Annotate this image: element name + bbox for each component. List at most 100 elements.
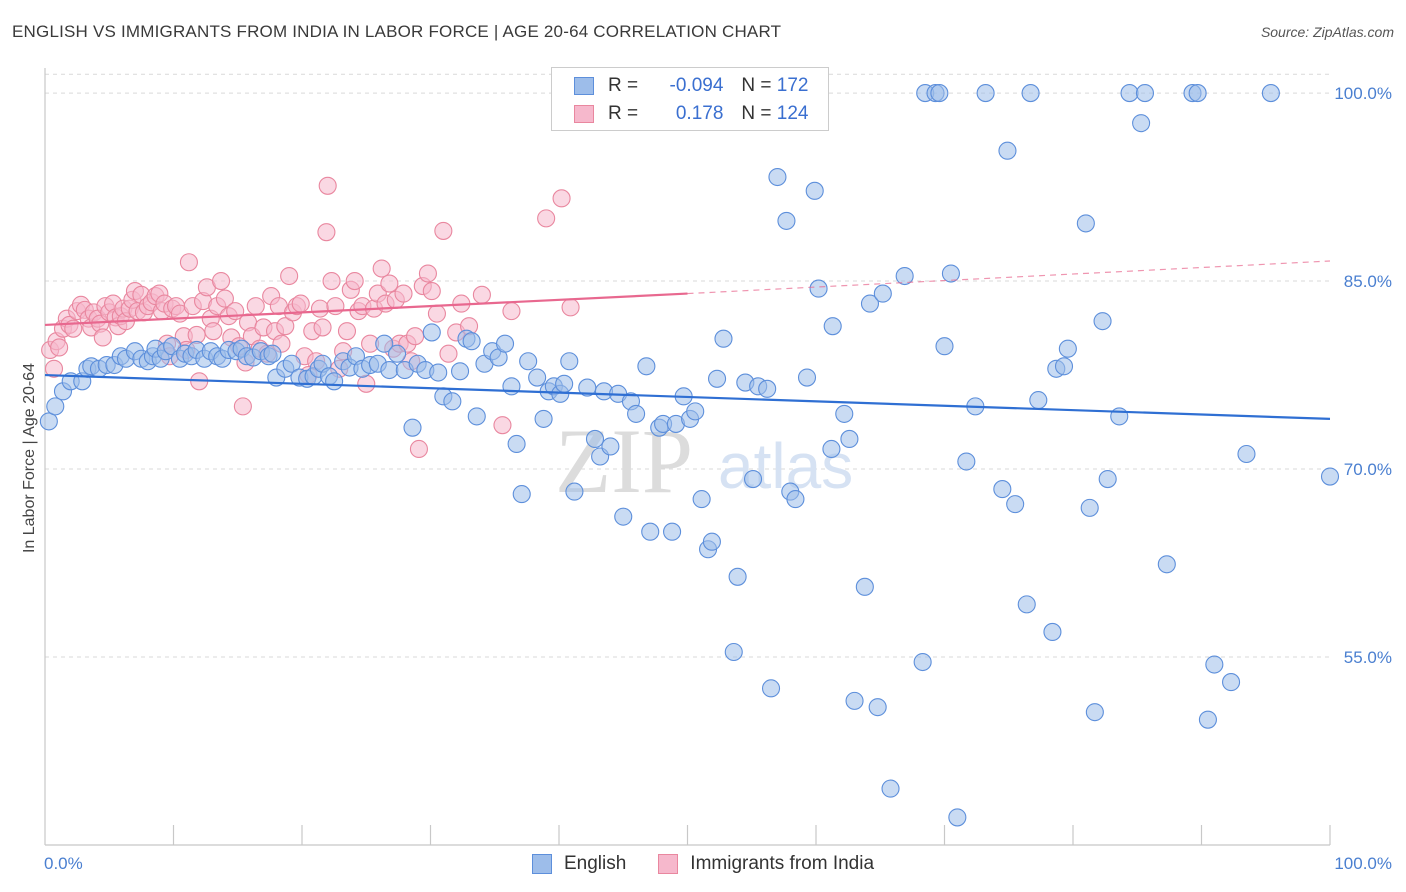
legend-label: Immigrants from India: [690, 853, 875, 874]
english-point: [835, 404, 854, 423]
india-point: [233, 397, 252, 416]
english-point: [805, 181, 824, 200]
english-point: [1222, 673, 1241, 692]
india-point: [322, 271, 341, 291]
english-point: [758, 379, 777, 398]
series-legend: English Immigrants from India: [0, 853, 1406, 875]
english-point: [565, 482, 584, 501]
english-point: [601, 437, 620, 456]
english-point: [708, 369, 727, 388]
english-point: [263, 344, 282, 363]
english-point: [1120, 84, 1139, 103]
chart-title: ENGLISH VS IMMIGRANTS FROM INDIA IN LABO…: [12, 22, 782, 41]
english-point: [895, 266, 914, 286]
r-value: 0.178: [675, 103, 724, 124]
english-point: [809, 279, 828, 298]
stats-legend: R = -0.094 N = 172 R = 0.178 N = 124: [551, 67, 829, 131]
india-point: [502, 302, 521, 321]
legend-item-india[interactable]: Immigrants from India: [658, 853, 874, 875]
english-point: [860, 294, 880, 313]
english-swatch: [531, 854, 552, 874]
india-point: [44, 359, 64, 378]
india-points: [41, 176, 580, 459]
english-point: [534, 409, 553, 428]
india-point: [434, 221, 453, 240]
english-point: [495, 334, 515, 353]
x-tick-label: 0.0%: [44, 854, 83, 873]
india-point: [50, 338, 69, 357]
x-tick-label: 100.0%: [1334, 854, 1392, 873]
india-point: [337, 322, 357, 341]
india-point: [345, 271, 364, 291]
english-point: [941, 264, 960, 283]
english-point: [1093, 312, 1112, 331]
english-point: [1085, 703, 1104, 722]
english-point: [1205, 655, 1224, 674]
english-point: [451, 362, 470, 381]
english-point: [39, 412, 58, 431]
india-point: [406, 327, 425, 346]
english-point: [797, 368, 817, 387]
english-point: [1058, 339, 1077, 358]
india-point: [409, 439, 428, 459]
english-point: [702, 532, 721, 551]
english-point: [614, 507, 633, 526]
legend-row-india: R = 0.178 N = 124: [574, 102, 808, 126]
english-point: [528, 368, 547, 387]
english-point: [1076, 214, 1095, 233]
english-point: [1261, 84, 1280, 103]
india-trend-line: [44, 292, 688, 327]
english-point: [840, 429, 859, 449]
english-point: [560, 352, 579, 371]
r-label: R =: [608, 75, 639, 96]
english-point: [686, 402, 705, 421]
english-point: [507, 434, 526, 454]
india-point: [204, 322, 223, 341]
n-value: 172: [776, 75, 809, 96]
english-point: [1098, 470, 1117, 489]
n-value: 124: [776, 103, 809, 124]
trend-lines: [44, 260, 1331, 421]
india-point: [313, 318, 332, 337]
english-point: [1135, 84, 1155, 103]
english-point: [637, 357, 656, 376]
english-point: [502, 377, 521, 396]
y-tick-label: 85.0%: [1344, 272, 1392, 291]
india-point: [276, 317, 295, 336]
english-point: [46, 397, 65, 416]
english-point: [976, 84, 995, 103]
legend-label: English: [563, 853, 627, 874]
english-point: [692, 490, 711, 509]
india-point: [427, 304, 446, 323]
english-point: [663, 522, 682, 541]
english-point: [743, 470, 763, 489]
india-point: [246, 297, 265, 316]
english-point: [913, 652, 932, 672]
english-point: [388, 344, 407, 363]
english-point: [786, 490, 805, 509]
india-point: [291, 294, 310, 313]
india-point: [357, 374, 376, 393]
india-point: [372, 259, 391, 278]
english-point: [823, 317, 842, 336]
english-point: [1029, 391, 1048, 410]
india-point: [215, 289, 234, 308]
english-point: [467, 407, 486, 426]
english-point: [1006, 495, 1025, 514]
india-point: [472, 285, 491, 304]
india-point: [493, 416, 512, 435]
india-point: [418, 264, 437, 283]
english-point: [1080, 498, 1099, 517]
india-point: [537, 209, 556, 228]
india-point: [187, 325, 206, 344]
english-point: [443, 392, 462, 411]
english-point: [948, 808, 967, 827]
english-point: [1188, 84, 1207, 103]
english-trend-line: [44, 373, 1331, 421]
english-point: [462, 332, 481, 351]
n-label: N =: [741, 103, 772, 124]
legend-item-english[interactable]: English: [531, 853, 627, 875]
r-value: -0.094: [669, 75, 724, 96]
english-point: [1054, 357, 1074, 376]
